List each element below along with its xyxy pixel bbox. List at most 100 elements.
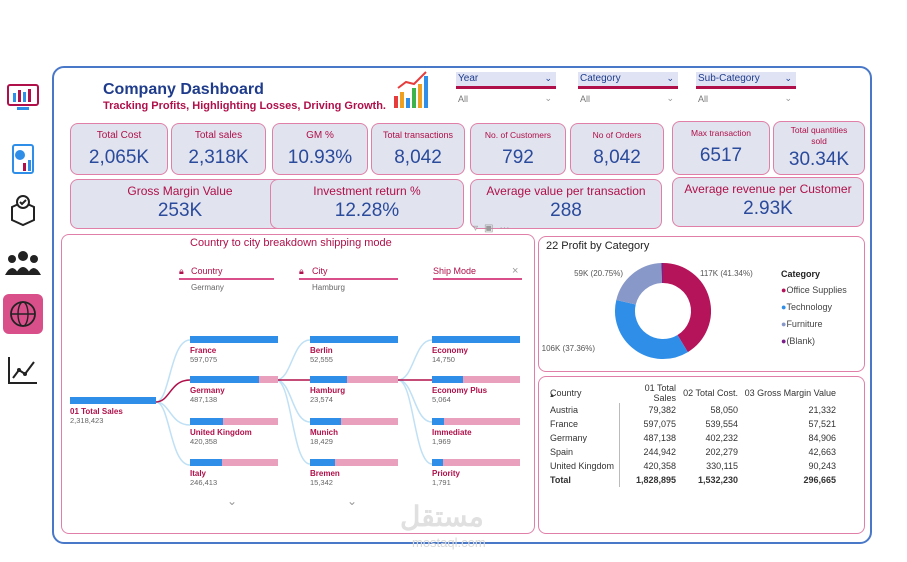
visual-toolbar[interactable]: ▿▣⋯ [473, 223, 515, 234]
table-cell: 90,243 [808, 461, 836, 471]
kpi-value: 8,042 [394, 147, 442, 168]
chevron-down-icon[interactable]: ⌄ [227, 494, 238, 508]
category-slicer-value[interactable]: All [580, 94, 591, 104]
kpi-label: Investment return % [313, 184, 421, 198]
legend-item[interactable]: ●Furniture [781, 319, 822, 329]
tree-node-country[interactable]: Italy 246,413 [190, 459, 278, 487]
table-cell: 244,942 [618, 445, 679, 459]
tree-node-city[interactable]: Munich 18,429 [310, 418, 398, 446]
tree-node-bar-fill [310, 336, 398, 343]
table-cell: 402,232 [705, 433, 738, 443]
table-cell: 539,554 [705, 419, 738, 429]
table-cell: 597,075 [618, 417, 679, 431]
table-row: United Kingdom 420,358 330,115 90,243 [547, 459, 839, 473]
year-slicer-value[interactable]: All [458, 94, 469, 104]
nav-trends-icon[interactable] [3, 350, 43, 390]
chevron-down-icon: ⌄ [784, 73, 792, 83]
tree-node-bar [190, 376, 278, 383]
legend-item[interactable]: ●Technology [781, 302, 832, 312]
donut-slice-furniture[interactable] [616, 263, 663, 306]
table-row: Spain 244,942 202,279 42,663 [547, 445, 839, 459]
kpi-label: GM % [306, 130, 334, 141]
year-slicer-label: Year [458, 73, 479, 84]
year-slicer[interactable]: Year ⌄ All ⌄ [456, 72, 556, 108]
kpi-value: 253K [157, 200, 203, 221]
kpi-no-of-customers: No. of Customers 792 [470, 123, 566, 175]
column-underline [299, 278, 398, 280]
tree-node-city[interactable]: Berlin 52,555 [310, 336, 398, 364]
tree-node-city[interactable]: Bremen 15,342 [310, 459, 398, 487]
sort-ascending-icon[interactable]: ▲ [549, 393, 555, 399]
donut-slice-office-supplies[interactable] [662, 263, 711, 353]
nav-reports-icon[interactable] [3, 140, 43, 180]
tree-node-shipmode[interactable]: Economy 14,750 [432, 336, 520, 364]
table-header[interactable]: 02 Total Cost. [683, 388, 738, 398]
tree-column-city[interactable]: City [312, 266, 328, 276]
chevron-down-icon[interactable]: ⌄ [347, 494, 358, 508]
tree-node-shipmode[interactable]: Priority 1,791 [432, 459, 520, 487]
kpi-value: 2.93K [743, 198, 793, 219]
close-icon[interactable]: × [512, 265, 519, 277]
table-header[interactable]: 01 Total Sales [644, 383, 676, 403]
chevron-down-icon: ⌄ [544, 73, 552, 83]
tree-node-shipmode[interactable]: Immediate 1,969 [432, 418, 520, 446]
tree-node-bar [310, 459, 398, 466]
table-cell: 79,382 [618, 403, 679, 417]
donut-data-label: 59K (20.75%) [574, 269, 623, 278]
table-header[interactable]: 03 Gross Margin Value [744, 388, 836, 398]
kpi-value: 2,065K [88, 147, 150, 168]
legend-item[interactable]: ●(Blank) [781, 336, 815, 346]
tree-column-city-selection: Hamburg [312, 283, 345, 292]
kpi-value: 6517 [699, 145, 743, 166]
kpi-label: Average value per transaction [486, 184, 646, 198]
subcategory-slicer[interactable]: Sub-Category ⌄ All ⌄ [696, 72, 796, 108]
tree-node-bar [310, 336, 398, 343]
donut-slice-technology[interactable] [615, 299, 688, 359]
tree-node-value: 1,969 [432, 437, 451, 446]
kpi-total-cost: Total Cost 2,065K [70, 123, 168, 175]
tree-node-country[interactable]: France 597,075 [190, 336, 278, 364]
tree-node-value: 14,750 [432, 355, 455, 364]
chevron-down-icon[interactable]: ⌄ [784, 93, 792, 103]
table-cell: France [550, 419, 579, 429]
subcategory-slicer-value[interactable]: All [698, 94, 709, 104]
pie-title: 22 Profit by Category [546, 240, 650, 252]
tree-node-country[interactable]: Germany 487,138 [190, 376, 278, 404]
watermark-text: mostaql.com [412, 535, 486, 550]
category-slicer[interactable]: Category ⌄ All ⌄ [578, 72, 678, 108]
tree-node-shipmode[interactable]: Economy Plus 5,064 [432, 376, 520, 404]
nav-global-icon[interactable] [3, 294, 43, 334]
tree-node-bar [432, 376, 520, 383]
nav-customers-icon[interactable] [3, 243, 43, 283]
legend-label: Technology [786, 302, 832, 312]
tree-node-bar [432, 336, 520, 343]
tree-node-value: 52,555 [310, 355, 333, 364]
kpi-label: Total Cost [96, 130, 142, 141]
chevron-down-icon[interactable]: ⌄ [666, 93, 674, 103]
kpi-label: Gross Margin Value [127, 184, 233, 198]
kpi-gross-margin-value: Gross Margin Value 253K [70, 179, 290, 229]
tree-node-value: 246,413 [190, 478, 218, 487]
tree-root-node[interactable]: 01 Total Sales 2,318,423 [70, 397, 156, 425]
nav-dashboard-icon[interactable] [3, 78, 43, 118]
tree-node-value: 420,358 [190, 437, 218, 446]
legend-item[interactable]: ●Office Supplies [781, 285, 847, 295]
tree-node-label: Munich [310, 428, 338, 437]
tree-column-shipmode[interactable]: Ship Mode [433, 266, 477, 276]
tree-node-bar-fill [190, 418, 224, 425]
tree-node-country[interactable]: United Kingdom 420,358 [190, 418, 278, 446]
tree-node-label: France [190, 346, 217, 355]
tree-column-country[interactable]: Country [191, 266, 223, 276]
focus-mode-icon[interactable]: ▣ [484, 223, 500, 234]
tree-node-city[interactable]: Hamburg 23,574 [310, 376, 398, 404]
table-header[interactable]: Country [550, 388, 582, 398]
nav-products-icon[interactable] [3, 190, 43, 230]
more-options-icon[interactable]: ⋯ [499, 223, 516, 234]
tree-node-value: 2,318,423 [70, 416, 104, 425]
filter-icon[interactable]: ▿ [473, 223, 485, 234]
chevron-down-icon[interactable]: ⌄ [544, 93, 552, 103]
kpi-value: 30.34K [788, 149, 850, 170]
chevron-down-icon: ⌄ [666, 73, 674, 83]
tree-node-bar [190, 459, 278, 466]
kpi-label: Total quantities sold [790, 125, 848, 146]
